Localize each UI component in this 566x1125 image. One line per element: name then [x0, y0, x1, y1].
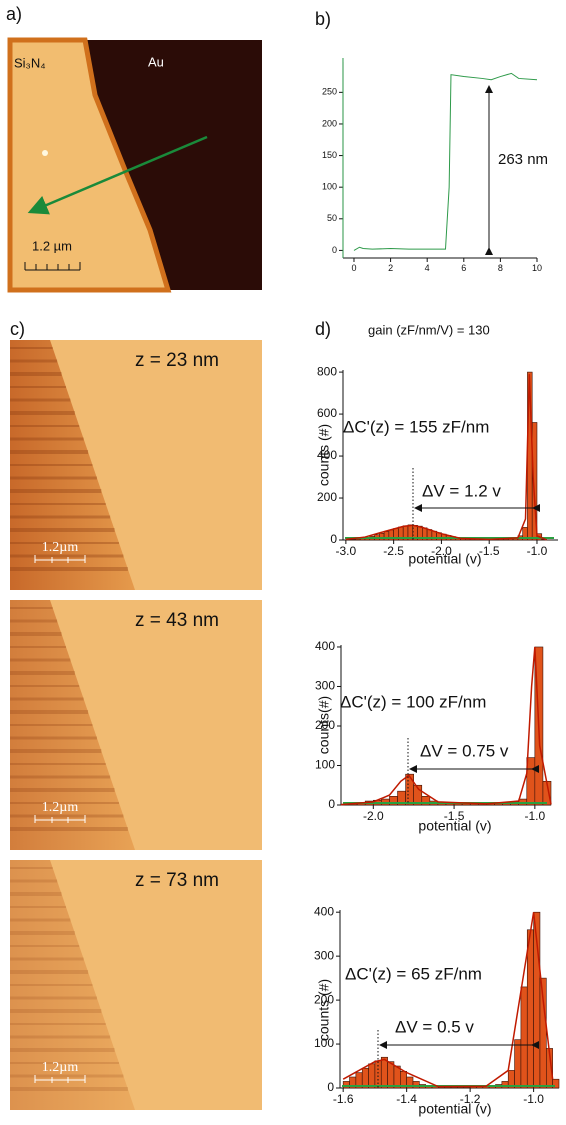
- histogram-bar: [521, 987, 527, 1088]
- x-axis-label: potential (v): [418, 818, 491, 834]
- y-axis-label: counts(#): [316, 696, 332, 754]
- y-tick-label: 100: [315, 758, 335, 772]
- fit-curve: [341, 647, 551, 805]
- x-tick-label: -1.4: [396, 1092, 417, 1106]
- fit-curve: [346, 374, 547, 540]
- x-tick-label: -1.0: [525, 809, 546, 823]
- scale-bar-label: 1.2µm: [42, 540, 79, 555]
- y-tick-label: 150: [322, 150, 337, 160]
- y-axis-label: counts (#): [316, 979, 332, 1041]
- y-tick-label: 400: [315, 639, 335, 653]
- panel-label: a): [6, 4, 22, 24]
- annotation: ΔV = 0.75 v: [420, 741, 509, 760]
- histogram-bar: [369, 1064, 375, 1088]
- x-tick-label: -1.0: [527, 544, 548, 558]
- material-label: Si₃N₄: [14, 55, 46, 70]
- image-caption: z = 73 nm: [135, 870, 219, 891]
- x-axis-label: potential (v): [418, 1101, 491, 1117]
- x-axis-label: potential (v): [408, 551, 481, 567]
- y-tick-label: 0: [332, 245, 337, 255]
- histogram-bar: [381, 1057, 387, 1088]
- x-tick-label: 8: [498, 263, 503, 273]
- x-tick-label: 0: [351, 263, 356, 273]
- annotation: 263 nm: [498, 151, 548, 168]
- y-tick-label: 400: [314, 904, 334, 918]
- scale-bar-label: 1.2µm: [42, 1060, 79, 1075]
- x-tick-label: 2: [388, 263, 393, 273]
- y-tick-label: 200: [322, 118, 337, 128]
- histogram-bar: [464, 1087, 470, 1088]
- y-tick-label: 0: [328, 797, 335, 811]
- annotation: ΔC'(z) = 65 zF/nm: [345, 964, 482, 983]
- x-tick-label: 4: [425, 263, 430, 273]
- histogram-bar: [527, 930, 533, 1088]
- afm-image-a: Si₃N₄ Au 1.2 µm: [10, 40, 262, 290]
- histogram-bar: [343, 1081, 349, 1088]
- scale-bar-label: 1.2µm: [42, 800, 79, 815]
- panel-label: b): [315, 9, 331, 29]
- x-tick-label: -1.6: [333, 1092, 354, 1106]
- panel-label: c): [10, 319, 25, 339]
- x-tick-label: -1.5: [479, 544, 500, 558]
- histogram-bar: [351, 539, 356, 540]
- annotation: ΔC'(z) = 155 zF/nm: [343, 417, 489, 436]
- y-tick-label: 100: [322, 182, 337, 192]
- panel-label: d): [315, 319, 331, 339]
- histogram-bar: [515, 1040, 521, 1088]
- annotation: ΔC'(z) = 100 zF/nm: [340, 692, 486, 711]
- x-tick-label: -2.5: [383, 544, 404, 558]
- histogram-bar: [502, 1081, 508, 1088]
- material-label: Au: [148, 54, 164, 69]
- image-caption: z = 43 nm: [135, 610, 219, 631]
- x-tick-label: 10: [532, 263, 542, 273]
- y-tick-label: 250: [322, 87, 337, 97]
- histogram-bar: [388, 1062, 394, 1088]
- x-tick-label: -2.0: [363, 809, 384, 823]
- y-tick-label: 200: [317, 490, 337, 504]
- annotation: ΔV = 0.5 v: [395, 1017, 474, 1036]
- y-tick-label: 300: [315, 679, 335, 693]
- scale-bar-label: 1.2 µm: [32, 238, 72, 253]
- histogram-bar: [413, 1081, 419, 1088]
- y-axis-label: counts (#): [316, 424, 332, 486]
- subtitle: gain (zF/nm/V) = 130: [368, 322, 490, 337]
- y-tick-label: 300: [314, 948, 334, 962]
- x-tick-label: 6: [461, 263, 466, 273]
- histogram-bar: [355, 539, 360, 540]
- x-tick-label: -1.0: [523, 1092, 544, 1106]
- histogram-bar: [406, 774, 414, 805]
- y-tick-label: 800: [317, 364, 337, 378]
- histogram-bar: [457, 1087, 463, 1088]
- image-caption: z = 23 nm: [135, 350, 219, 371]
- y-tick-label: 50: [327, 213, 337, 223]
- histogram-bar: [394, 1066, 400, 1088]
- x-tick-label: -3.0: [336, 544, 357, 558]
- y-tick-label: 600: [317, 406, 337, 420]
- annotation: ΔV = 1.2 v: [422, 481, 501, 500]
